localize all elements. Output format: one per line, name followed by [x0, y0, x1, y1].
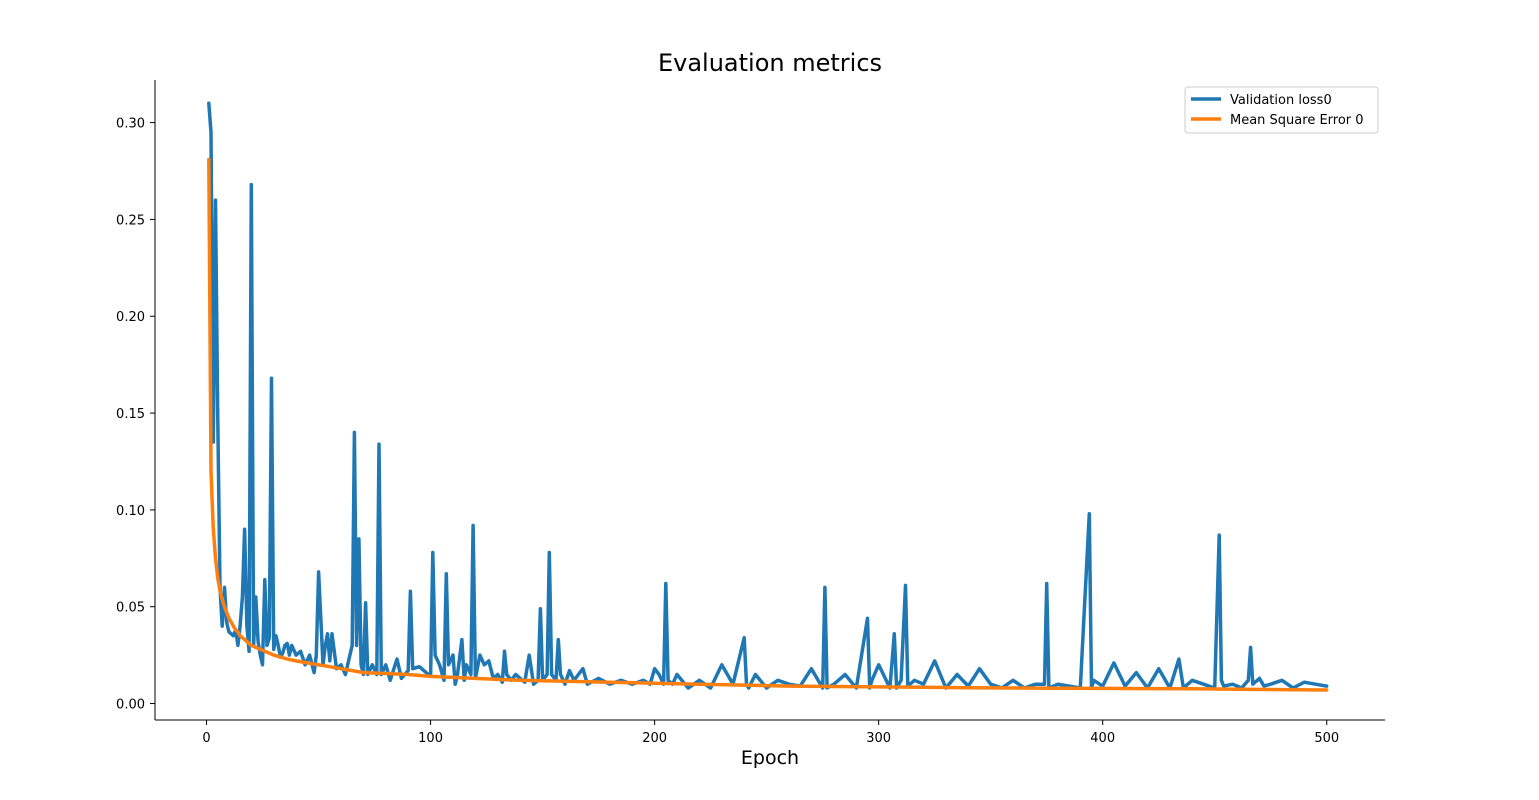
- chart-title: Evaluation metrics: [658, 49, 882, 77]
- y-ticks: 0.00 0.05 0.10 0.15 0.20 0.25 0.30: [116, 117, 155, 713]
- x-tick-label: 0: [202, 731, 210, 746]
- y-tick-label: 0.00: [116, 698, 145, 713]
- y-tick-label: 0.20: [116, 310, 145, 325]
- legend: Validation loss0 Mean Square Error 0: [1184, 86, 1379, 134]
- legend-label-mean-square-error: Mean Square Error 0: [1230, 113, 1364, 128]
- series-line-validation-loss: [207, 101, 1329, 690]
- x-ticks: 0 100 200 300 400 500: [202, 720, 1339, 746]
- legend-frame: [1184, 86, 1379, 134]
- x-axis-title: Epoch: [741, 747, 799, 769]
- series-line-mean-square-error: [207, 157, 1329, 692]
- plot-lines: [207, 101, 1329, 692]
- x-tick-label: 500: [1314, 731, 1339, 746]
- x-tick-label: 200: [642, 731, 667, 746]
- y-tick-label: 0.30: [116, 117, 145, 132]
- x-tick-label: 300: [866, 731, 891, 746]
- y-tick-label: 0.05: [116, 601, 145, 616]
- x-tick-label: 100: [418, 731, 443, 746]
- x-tick-label: 400: [1090, 731, 1115, 746]
- legend-label-validation-loss: Validation loss0: [1230, 93, 1332, 108]
- y-tick-label: 0.25: [116, 213, 145, 228]
- y-tick-label: 0.15: [116, 407, 145, 422]
- y-tick-label: 0.10: [116, 504, 145, 519]
